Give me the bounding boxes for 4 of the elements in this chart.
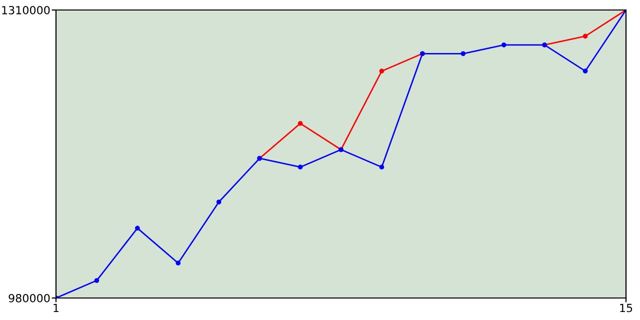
y-tick-label: 1310000 [2, 6, 50, 14]
x-tick-label: 15 [620, 304, 632, 312]
y-tick-label: 980000 [8, 294, 50, 302]
x-tick-label: 1 [54, 304, 59, 312]
